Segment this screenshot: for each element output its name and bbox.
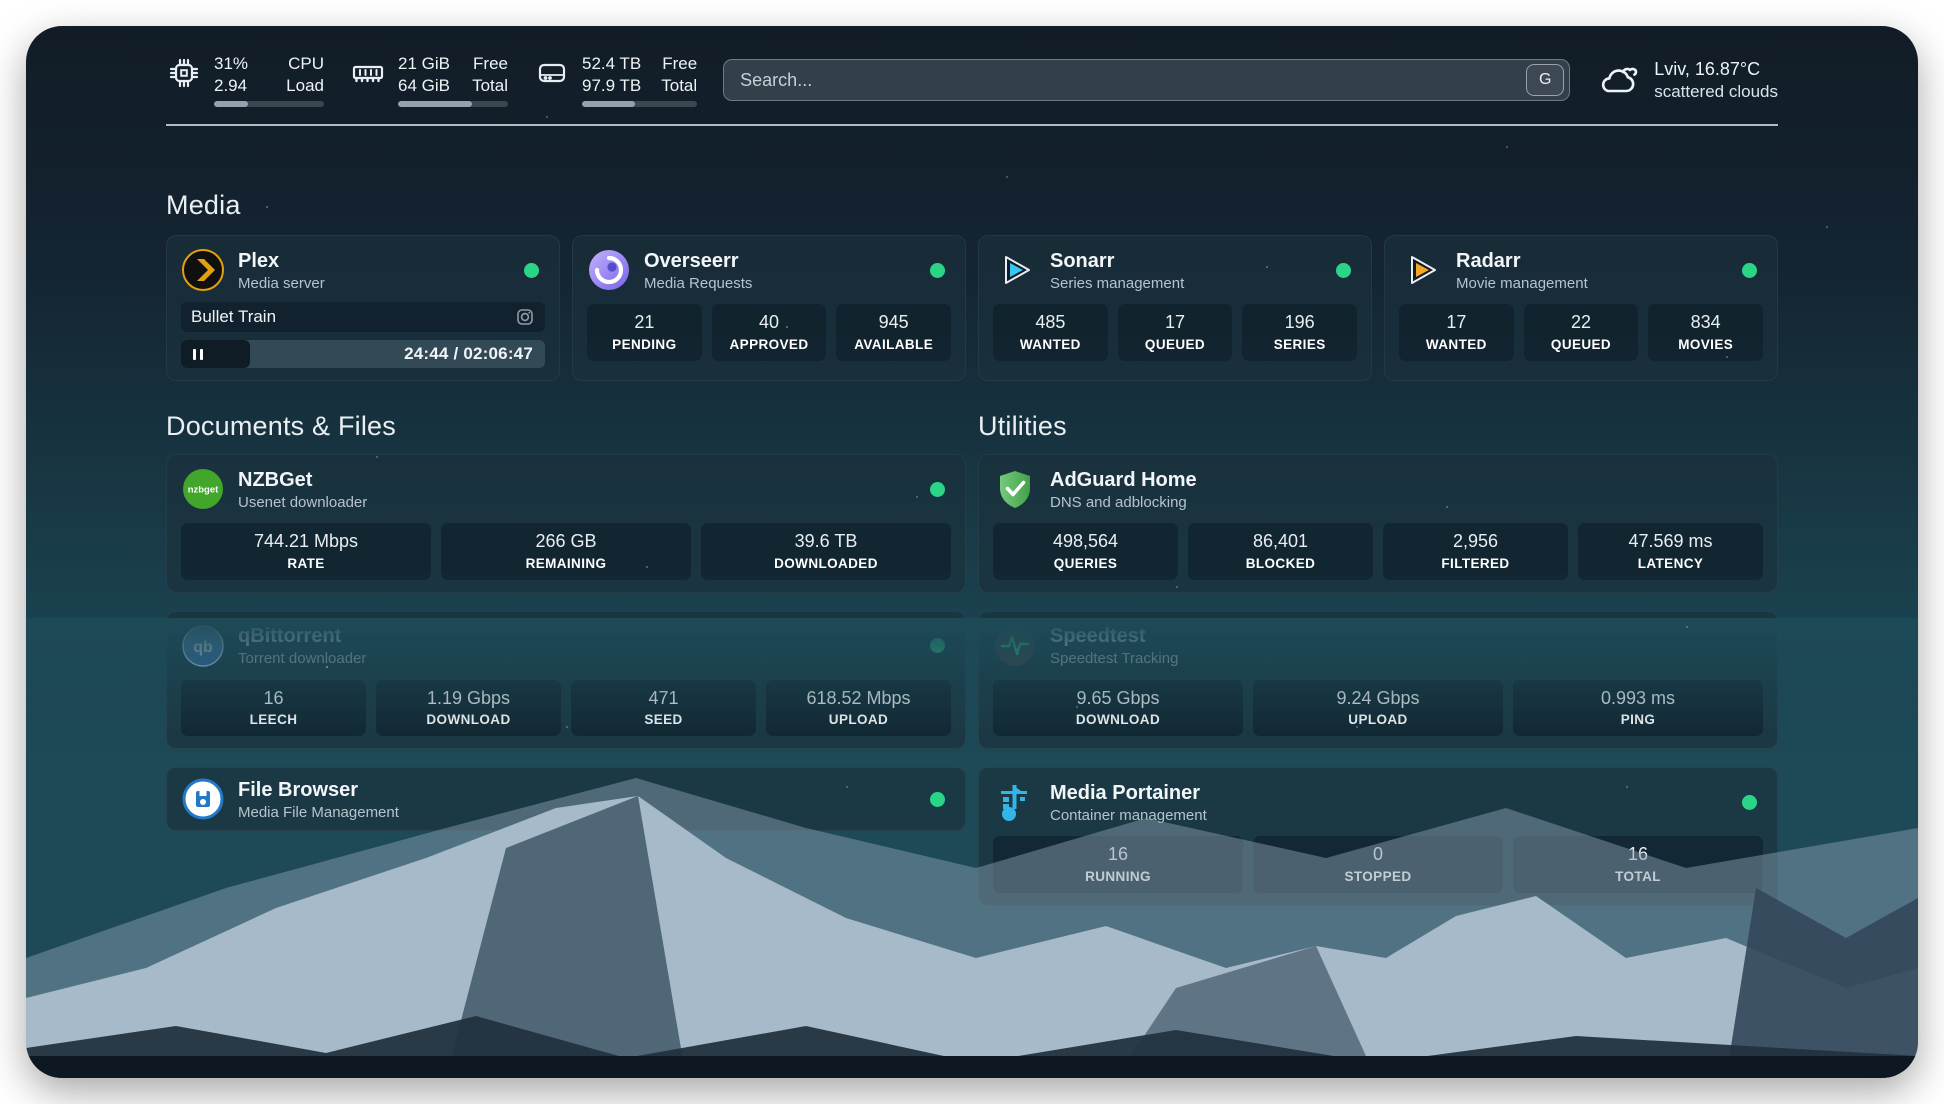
disk-progress-track <box>582 101 698 108</box>
radarr-stat-wanted: 17 WANTED <box>1399 304 1514 361</box>
top-bar: 31% 2.94 CPU Load 21 <box>166 52 1778 108</box>
cpu-values: 31% 2.94 <box>214 53 249 95</box>
sonarr-stat-queued: 17 QUEUED <box>1117 304 1233 361</box>
cpu-progress-track <box>214 101 324 108</box>
section-title-media: Media <box>166 190 241 220</box>
sonarr-stat-wanted: 485 WANTED <box>993 304 1108 361</box>
radarr-stat-queued: 22 QUEUED <box>1523 304 1639 361</box>
background-haze <box>26 618 1918 738</box>
disk-widget: 52.4 TB 97.9 TB Free Total <box>534 53 698 108</box>
nzbget-stat-downloaded: 39.6 TB DOWNLOADED <box>701 523 951 580</box>
search-input[interactable] <box>740 69 1527 91</box>
plex-player-bar[interactable]: 24:44 / 02:06:47 <box>181 340 545 368</box>
nzbget-stat-remaining: 266 GB REMAINING <box>441 523 691 580</box>
plex-now-playing-title: Bullet Train <box>191 307 277 326</box>
section-title-utilities: Utilities <box>978 411 1067 441</box>
card-nzbget[interactable]: nzbget NZBGet Usenet downloader 744.21 M… <box>166 454 966 593</box>
search-engine-button[interactable]: G <box>1526 64 1565 96</box>
cloud-icon <box>1602 67 1638 93</box>
plex-player-progress <box>181 340 251 368</box>
card-overseerr[interactable]: Overseerr Media Requests 21 PENDING 40 A… <box>572 235 966 381</box>
filebrowser-subtitle: Media File Management <box>238 803 399 821</box>
card-radarr[interactable]: Radarr Movie management 17 WANTED 22 QUE… <box>1384 235 1778 381</box>
card-sonarr[interactable]: Sonarr Series management 485 WANTED 17 Q… <box>978 235 1372 381</box>
overseerr-stat-available: 945 AVAILABLE <box>836 304 952 361</box>
dashboard-window: 31% 2.94 CPU Load 21 <box>26 26 1918 1078</box>
overseerr-subtitle: Media Requests <box>644 274 753 292</box>
sonarr-title: Sonarr <box>1050 249 1115 272</box>
mountain-background <box>26 778 1918 1078</box>
adguard-stat-blocked: 86,401 BLOCKED <box>1188 523 1373 580</box>
nzbget-title: NZBGet <box>238 468 313 491</box>
filebrowser-title: File Browser <box>238 778 359 801</box>
plex-now-playing-row: Bullet Train <box>181 302 545 332</box>
section-title-documents: Documents & Files <box>166 411 396 441</box>
camera-icon[interactable] <box>515 307 535 327</box>
nzbget-status-dot <box>930 481 945 497</box>
card-plex[interactable]: Plex Media server Bullet Train <box>166 235 560 381</box>
portainer-status-dot <box>1742 794 1757 810</box>
disk-values: 52.4 TB 97.9 TB <box>582 53 642 95</box>
cpu-chip-icon <box>169 58 199 87</box>
adguard-icon <box>1000 471 1030 508</box>
svg-text:nzbget: nzbget <box>188 485 219 496</box>
nzbget-stat-rate: 744.21 Mbps RATE <box>181 523 431 580</box>
sonarr-subtitle: Series management <box>1050 274 1185 292</box>
radarr-status-dot <box>1742 262 1757 278</box>
overseerr-status-dot <box>930 262 945 278</box>
radarr-stat-movies: 834 MOVIES <box>1648 304 1764 361</box>
cpu-progress-fill <box>214 101 249 108</box>
plex-icon <box>182 249 224 291</box>
radarr-subtitle: Movie management <box>1456 274 1588 292</box>
nzbget-subtitle: Usenet downloader <box>238 493 368 511</box>
weather-condition: scattered clouds <box>1654 81 1778 101</box>
snow-particles <box>26 26 28 28</box>
adguard-stat-queries: 498,564 QUERIES <box>993 523 1178 580</box>
overseerr-title: Overseerr <box>644 249 739 272</box>
portainer-icon <box>1001 785 1027 822</box>
plex-title: Plex <box>238 249 280 272</box>
portainer-subtitle: Container management <box>1050 806 1207 824</box>
weather-widget: Lviv, 16.87°C scattered clouds <box>1596 58 1778 101</box>
disk-drive-icon <box>538 63 566 82</box>
radarr-icon <box>1411 256 1436 284</box>
adguard-title: AdGuard Home <box>1050 468 1197 491</box>
plex-subtitle: Media server <box>238 274 325 292</box>
search-bar[interactable]: G <box>723 59 1571 101</box>
filebrowser-icon <box>182 778 224 820</box>
radarr-title: Radarr <box>1456 249 1521 272</box>
sonarr-icon <box>1005 256 1030 284</box>
nzbget-icon: nzbget <box>183 469 223 509</box>
sonarr-stat-series: 196 SERIES <box>1242 304 1358 361</box>
pause-icon[interactable] <box>193 348 203 360</box>
plex-status-dot <box>524 262 539 278</box>
disk-labels: Free Total <box>661 53 698 95</box>
memory-progress-track <box>398 101 508 108</box>
header-divider <box>166 124 1778 126</box>
adguard-subtitle: DNS and adblocking <box>1050 493 1187 511</box>
adguard-stat-filtered: 2,956 FILTERED <box>1383 523 1568 580</box>
disk-progress-fill <box>582 101 635 108</box>
sonarr-status-dot <box>1336 262 1351 278</box>
overseerr-stat-approved: 40 APPROVED <box>711 304 827 361</box>
weather-location-temperature: Lviv, 16.87°C <box>1654 59 1761 80</box>
memory-ram-icon <box>352 65 384 82</box>
overseerr-stat-pending: 21 PENDING <box>587 304 702 361</box>
memory-progress-fill <box>398 101 472 108</box>
memory-values: 21 GiB 64 GiB <box>398 53 450 95</box>
portainer-title: Media Portainer <box>1050 781 1201 804</box>
overseerr-icon <box>589 250 629 290</box>
plex-playback-time: 24:44 / 02:06:47 <box>404 344 533 363</box>
adguard-stat-latency: 47.569 ms LATENCY <box>1578 523 1763 580</box>
cpu-widget: 31% 2.94 CPU Load <box>166 53 324 108</box>
memory-labels: Free Total <box>472 53 508 95</box>
section-media: Media Plex Media server Bullet Train <box>166 190 1778 381</box>
memory-widget: 21 GiB 64 GiB Free Total <box>350 53 508 108</box>
cpu-labels: CPU Load <box>286 53 324 95</box>
filebrowser-status-dot <box>930 791 945 807</box>
card-adguard[interactable]: AdGuard Home DNS and adblocking 498,564 … <box>978 454 1778 593</box>
